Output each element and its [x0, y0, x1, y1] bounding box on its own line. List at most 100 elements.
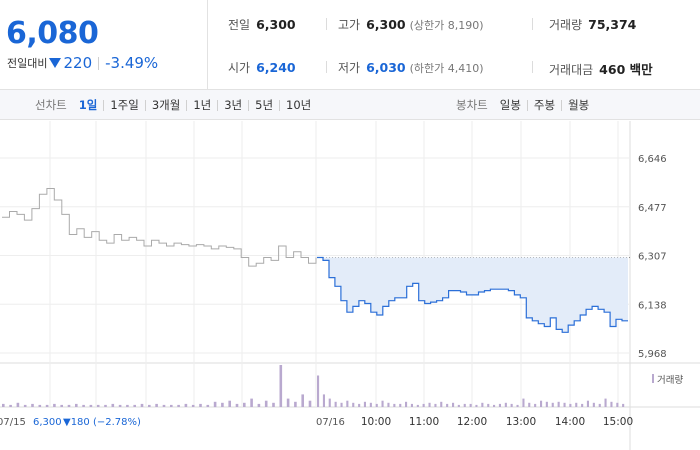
volume-bar [416, 404, 419, 407]
volume-bar [317, 375, 320, 407]
volume-bar [569, 403, 572, 407]
volume-bar [272, 402, 275, 407]
line-chart-title: 선차트 [35, 98, 67, 112]
current-price: 6,080 [6, 16, 99, 51]
volume-bar [16, 402, 20, 407]
volume-bar [352, 402, 355, 407]
volume-bar [206, 404, 210, 407]
volume-bar [422, 403, 425, 407]
volume-bar [516, 404, 519, 407]
volume-bar [375, 403, 378, 407]
stat-value: 75,374 [588, 17, 637, 32]
tab-3year[interactable]: 3년 [224, 98, 243, 112]
volume-legend-marker [652, 374, 654, 383]
volume-bar [381, 400, 384, 407]
volume-bar [45, 404, 49, 407]
tab-5year[interactable]: 5년 [255, 98, 274, 112]
volume-bar [457, 404, 460, 407]
volume-bar [592, 402, 595, 407]
volume-bar [279, 365, 283, 407]
stat-divider [326, 61, 327, 73]
tab-divider [186, 99, 188, 111]
prev-change-label: ▼180 (−2.78%) [63, 417, 141, 428]
tab-daily-candle[interactable]: 일봉 [499, 98, 521, 112]
tab-10year[interactable]: 10년 [286, 98, 312, 112]
volume-bar [504, 402, 507, 407]
stat-label: 고가 [338, 18, 361, 32]
volume-bar [463, 403, 466, 407]
change-row: 전일대비 220 -3.49% [7, 54, 158, 72]
volume-bar [177, 404, 180, 407]
change-value: 220 [63, 54, 93, 72]
down-triangle-icon [49, 58, 62, 68]
volume-bar [487, 403, 490, 407]
volume-bar [393, 403, 396, 407]
volume-bar [452, 402, 455, 407]
y-tick-label: 6,477 [638, 203, 667, 214]
tab-1day[interactable]: 1일 [78, 98, 98, 112]
stat-note: (상한가 8,190) [409, 19, 484, 32]
volume-bar [133, 404, 136, 407]
volume-bar [308, 400, 312, 407]
volume-bar [540, 400, 543, 407]
stat-note: (하한가 4,410) [409, 62, 484, 75]
candle-chart-title: 봉차트 [456, 98, 488, 112]
stat-volume: 거래량 75,374 [549, 16, 636, 33]
stat-divider [326, 18, 327, 30]
volume-bar [104, 404, 107, 407]
x-label-today-date: 07/16 [316, 417, 345, 428]
volume-bar [440, 401, 443, 408]
stat-value: 6,300 [366, 17, 406, 32]
tab-divider [217, 99, 219, 111]
price-summary: 6,080 전일대비 220 -3.49% 전일 6,300 시가 6,240 … [0, 0, 700, 90]
volume-bar [221, 402, 224, 407]
volume-bar [604, 398, 607, 407]
x-tick-label: 13:00 [506, 416, 536, 428]
y-tick-label: 6,307 [638, 252, 667, 263]
volume-bar [363, 401, 366, 408]
x-tick-label: 10:00 [361, 416, 391, 428]
stat-prev-close: 전일 6,300 [228, 16, 296, 33]
stat-value: 6,300 [256, 17, 296, 32]
stat-divider [532, 18, 533, 30]
tab-divider [144, 99, 146, 111]
volume-bar [493, 404, 496, 407]
change-divider [98, 56, 100, 70]
volume-bar [53, 403, 56, 407]
candle-chart-tabs: 봉차트 일봉 주봉 월봉 [456, 90, 589, 120]
stat-label: 전일 [228, 18, 251, 32]
intraday-price-chart: 6,646 6,477 6,307 6,138 5,968 거래량 07/15 6,300 ▼1… [0, 121, 700, 450]
stat-low: 저가 6,030 (하한가 4,410) [338, 59, 484, 76]
volume-bar [148, 404, 151, 407]
volume-bar [528, 402, 531, 407]
volume-bar [405, 401, 408, 408]
volume-legend-label: 거래량 [657, 374, 683, 386]
tab-divider [526, 99, 528, 111]
change-label: 전일대비 [7, 57, 48, 70]
x-tick-label: 11:00 [409, 416, 439, 428]
prev-day-price-line [2, 188, 317, 267]
stat-amount: 거래대금 460 백만 [549, 59, 653, 78]
volume-bar [126, 404, 129, 407]
tab-3month[interactable]: 3개월 [151, 98, 181, 112]
y-tick-label: 6,138 [638, 300, 667, 311]
x-tick-label: 15:00 [603, 416, 633, 428]
tab-1year[interactable]: 1년 [193, 98, 212, 112]
stat-high: 고가 6,300 (상한가 8,190) [338, 16, 484, 33]
volume-bar [286, 398, 290, 407]
volume-bar [9, 404, 12, 407]
stat-value: 460 백만 [599, 62, 653, 77]
volume-bar [557, 401, 560, 408]
volume-bar [31, 403, 34, 407]
volume-bar [481, 402, 484, 407]
tab-1week[interactable]: 1주일 [110, 98, 139, 112]
volume-bar [358, 403, 361, 407]
volume-bar [475, 404, 478, 407]
volume-bar [581, 403, 584, 407]
volume-bar [369, 402, 372, 407]
tab-weekly-candle[interactable]: 주봉 [533, 98, 556, 112]
tab-divider [103, 99, 105, 111]
volume-bar [257, 403, 261, 407]
tab-monthly-candle[interactable]: 월봉 [568, 98, 590, 112]
volume-bar [140, 403, 144, 407]
